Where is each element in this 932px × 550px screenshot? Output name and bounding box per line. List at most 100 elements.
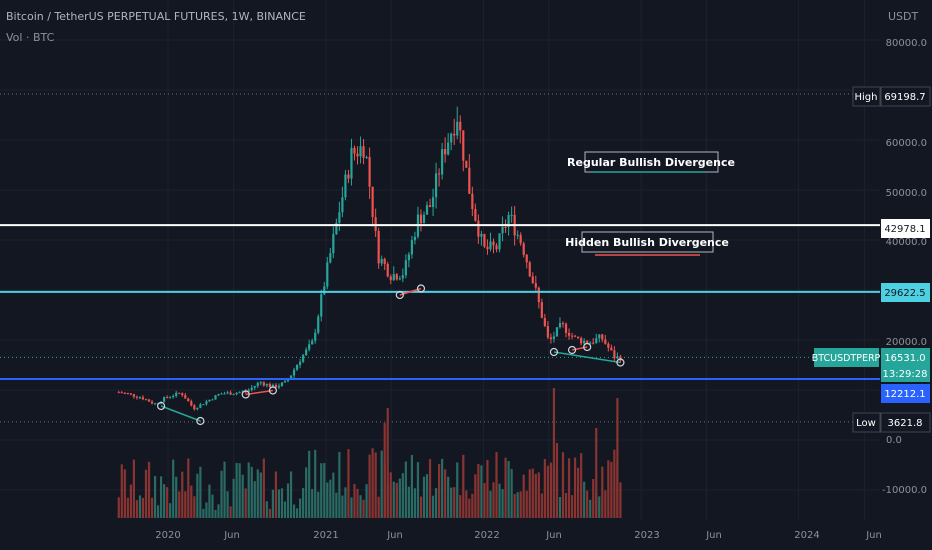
candle-body	[395, 274, 398, 280]
volume-bar	[229, 506, 232, 518]
candle-body	[344, 174, 347, 198]
candle-body	[604, 339, 607, 344]
volume-bar	[586, 490, 589, 518]
candle-body	[172, 395, 175, 397]
volume-bar	[607, 460, 610, 518]
dotted-levels	[0, 93, 880, 423]
x-tick-label: 2020	[155, 530, 180, 541]
volume-bar	[274, 471, 278, 518]
volume-bar	[431, 495, 435, 518]
candle-body	[510, 214, 513, 216]
volume-bar	[438, 464, 441, 518]
level-label-blue-text: 12212.1	[884, 389, 925, 400]
volume-bar	[156, 505, 160, 518]
candle-body	[607, 343, 610, 348]
volume-bar	[181, 471, 184, 518]
volume-bar	[305, 467, 308, 518]
volume-bar	[613, 449, 616, 518]
volume-bar	[425, 474, 429, 518]
candle-body	[383, 258, 386, 264]
candle-body	[205, 401, 208, 405]
currency-label: USDT	[888, 10, 919, 23]
candle-body	[616, 356, 619, 359]
candle-body	[453, 133, 456, 136]
x-tick-label: 2021	[313, 530, 338, 541]
last-price-text: 16531.0	[884, 353, 925, 364]
candle-body	[480, 233, 483, 237]
volume-bar	[371, 448, 374, 518]
volume-bar	[323, 463, 326, 518]
volume-bar	[311, 489, 314, 518]
volume-bar	[150, 497, 154, 518]
volume-bar	[320, 463, 323, 518]
volume-bar	[398, 478, 401, 518]
candle-body	[353, 147, 356, 154]
volume-bar	[480, 465, 483, 518]
y-tick-label: 50000.0	[886, 188, 927, 199]
candle-body	[534, 283, 537, 288]
volume-bar	[208, 484, 211, 518]
candle-body	[141, 397, 145, 400]
volume-bar	[474, 474, 477, 518]
candle-body	[150, 401, 154, 404]
candle-body	[326, 262, 329, 287]
volume-bar	[223, 461, 226, 518]
high-value-text: 69198.7	[884, 92, 925, 103]
candle-body	[220, 393, 223, 395]
high-value-label	[880, 86, 931, 107]
volume-bar	[580, 453, 583, 518]
candle-body	[120, 392, 123, 394]
candle-body	[428, 205, 432, 208]
candle-body	[456, 121, 459, 136]
x-tick-label: Jun	[223, 530, 240, 541]
volume-bar	[404, 461, 407, 518]
candle-body	[292, 369, 296, 376]
candle-body	[163, 397, 166, 402]
volume-bar	[241, 474, 244, 518]
x-tick-label: Jun	[386, 530, 403, 541]
volume-bar	[365, 484, 368, 518]
candle-body	[434, 173, 438, 198]
candle-body	[232, 394, 235, 396]
volume-bar	[501, 489, 504, 518]
volume-bar	[368, 454, 371, 518]
candle-body	[238, 392, 241, 394]
volume-bar	[244, 488, 247, 518]
volume-bar	[377, 496, 380, 518]
volume-bar	[135, 500, 139, 518]
pivot-circle	[549, 347, 559, 357]
candle-body	[489, 241, 492, 250]
candle-body	[392, 274, 395, 281]
candle-body	[438, 173, 441, 175]
low-value-text: 3621.8	[888, 418, 923, 429]
volume-bar	[510, 469, 513, 518]
divergence-lines	[156, 284, 625, 426]
volume-bar	[434, 488, 438, 518]
candle-body	[377, 231, 380, 264]
volume-bar	[413, 488, 417, 518]
volume-bar	[519, 491, 522, 518]
volume-bar	[205, 502, 208, 518]
volume-bar	[166, 487, 169, 518]
volume-spike	[555, 443, 559, 518]
candle-body	[410, 240, 414, 255]
volume-bar	[289, 471, 293, 518]
volume-bar	[298, 498, 302, 518]
candle-body	[317, 316, 320, 333]
volume-bar	[347, 449, 350, 518]
hidden-annotation-box[interactable]	[581, 231, 714, 253]
candle-body	[498, 233, 501, 250]
candle-body	[214, 395, 217, 400]
candle-body	[610, 347, 613, 351]
candle-body	[235, 392, 238, 395]
candle-body	[592, 342, 595, 344]
candle-body	[356, 153, 359, 157]
low-tag-text: Low	[856, 418, 876, 429]
candle-body	[459, 121, 462, 131]
y-tick-label: 60000.0	[886, 138, 927, 149]
volume-bar	[178, 491, 181, 518]
x-tick-label: 2024	[794, 530, 819, 541]
high-tag-text: High	[855, 92, 878, 103]
candle-body	[247, 389, 250, 392]
